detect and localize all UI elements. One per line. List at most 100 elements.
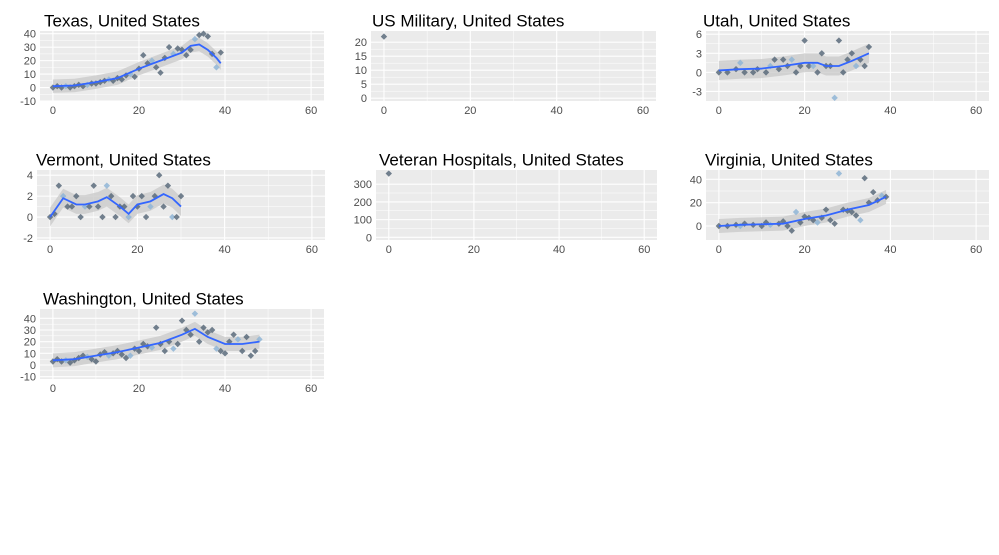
data-point — [870, 188, 877, 196]
data-point — [49, 84, 57, 91]
data-point — [125, 213, 132, 221]
data-point — [191, 310, 199, 317]
facet-panel: US Military, United States 0 20 40 60 0 5 10 15 2… — [355, 11, 656, 117]
data-point — [55, 182, 63, 189]
data-point — [247, 352, 255, 359]
y-tick-label: 20 — [24, 56, 36, 68]
data-point — [178, 46, 186, 54]
facet-panel: Virginia, United States 0 20 40 60 0 20 40 — [690, 150, 989, 256]
data-point — [200, 324, 207, 331]
data-point — [122, 354, 130, 362]
data-point — [135, 347, 143, 355]
data-point — [840, 69, 847, 76]
data-point — [129, 192, 137, 200]
data-point — [90, 182, 97, 189]
x-tick-label: 60 — [637, 105, 649, 117]
data-point — [779, 56, 787, 63]
x-tick-label: 20 — [464, 105, 476, 117]
x-tick-label: 60 — [306, 244, 318, 256]
y-tick-label: 0 — [696, 221, 702, 233]
y-tick-label: 300 — [354, 179, 372, 191]
data-point — [152, 64, 160, 71]
data-point — [112, 213, 119, 221]
x-tick-label: 40 — [219, 244, 231, 256]
data-point — [857, 216, 864, 224]
data-point — [818, 50, 825, 57]
y-tick-label: -10 — [20, 372, 36, 384]
data-point — [385, 170, 392, 177]
data-point — [191, 35, 199, 43]
y-tick-label: 0 — [27, 212, 33, 224]
data-point — [827, 216, 834, 224]
y-tick-label: 4 — [27, 170, 33, 182]
data-point — [161, 347, 168, 355]
y-tick-label: 0 — [361, 93, 367, 105]
y-tick-label: 6 — [696, 29, 702, 41]
data-point — [835, 170, 843, 177]
data-point — [852, 62, 860, 70]
data-point — [204, 329, 212, 336]
data-point — [187, 331, 194, 338]
data-point — [103, 182, 111, 189]
y-tick-label: 15 — [355, 51, 367, 63]
data-point — [131, 73, 138, 80]
smooth-line — [718, 52, 870, 72]
y-tick-label: 40 — [24, 313, 36, 325]
data-point — [164, 182, 172, 189]
data-point — [160, 203, 167, 210]
x-tick-label: 0 — [716, 244, 722, 256]
data-point — [380, 33, 388, 40]
data-point — [208, 326, 216, 334]
data-point — [142, 213, 150, 221]
data-point — [256, 336, 263, 343]
data-point — [177, 192, 185, 200]
x-tick-label: 40 — [553, 244, 565, 256]
confidence-band — [718, 189, 887, 233]
data-point — [59, 192, 67, 200]
data-point — [805, 62, 813, 70]
data-point — [204, 33, 212, 40]
x-tick-label: 40 — [219, 105, 231, 117]
data-point — [92, 358, 100, 365]
data-point — [187, 46, 194, 54]
data-point — [173, 213, 180, 221]
y-tick-label: 30 — [24, 42, 36, 54]
data-point — [737, 222, 744, 230]
panel-title: Vermont, United States — [36, 150, 211, 169]
y-tick-label: 0 — [30, 360, 36, 372]
y-tick-label: -2 — [23, 233, 33, 245]
y-tick-label: 200 — [354, 197, 372, 209]
smooth-line — [52, 327, 260, 362]
x-tick-label: 0 — [716, 105, 722, 117]
data-point — [767, 62, 774, 70]
y-tick-label: 40 — [24, 29, 36, 41]
x-tick-label: 0 — [50, 105, 56, 117]
data-point — [49, 358, 57, 365]
x-tick-label: 0 — [381, 105, 387, 117]
data-point — [213, 345, 220, 352]
data-point — [217, 49, 224, 56]
data-point — [809, 216, 817, 224]
x-tick-label: 20 — [131, 244, 143, 256]
data-point — [178, 317, 186, 324]
data-point — [852, 212, 860, 219]
data-point — [157, 69, 164, 76]
facet-panel: Veteran Hospitals, United States 0 20 40 60 0… — [354, 150, 657, 256]
x-tick-label: 0 — [386, 244, 392, 256]
y-tick-label: 0 — [30, 83, 36, 95]
confidence-band — [50, 184, 181, 227]
data-point — [762, 219, 770, 226]
smooth-line — [718, 196, 887, 227]
data-point — [68, 203, 76, 210]
data-point — [865, 43, 873, 51]
y-tick-label: 0 — [696, 67, 702, 79]
data-point — [73, 192, 80, 200]
smooth-line — [52, 43, 222, 88]
data-point — [792, 69, 800, 76]
y-tick-label: 3 — [696, 48, 702, 60]
data-point — [801, 37, 808, 44]
